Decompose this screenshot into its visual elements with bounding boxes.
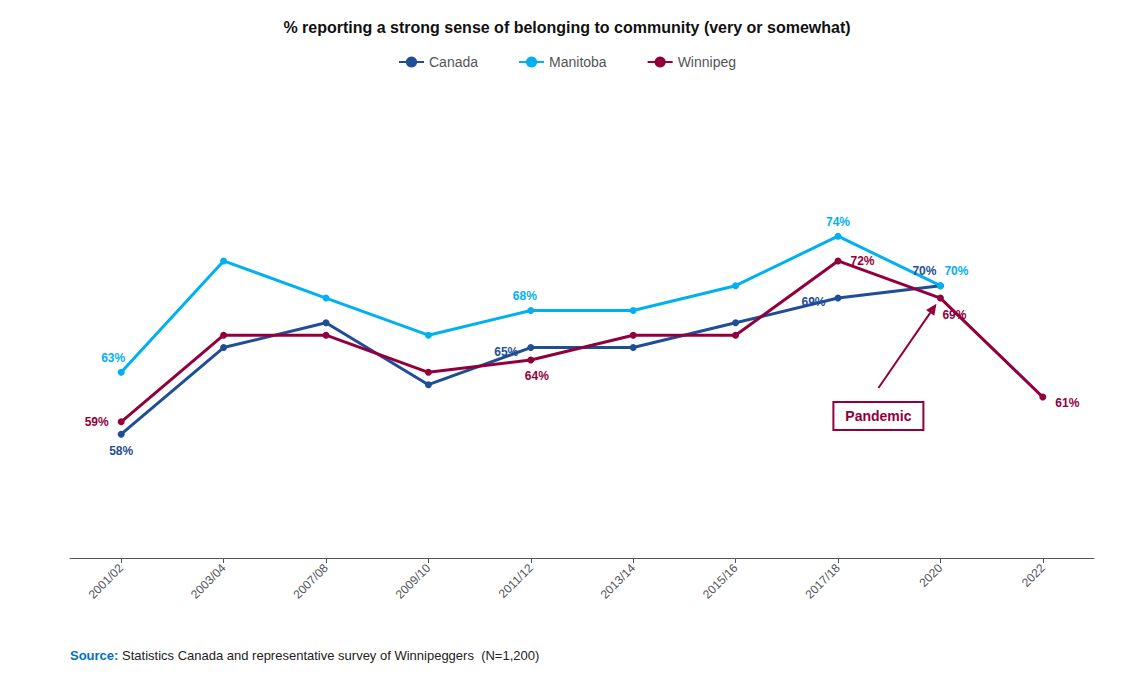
svg-text:59%: 59% <box>85 415 109 429</box>
svg-text:72%: 72% <box>851 254 875 268</box>
svg-text:Pandemic: Pandemic <box>845 408 911 424</box>
svg-text:2001/02: 2001/02 <box>86 561 127 602</box>
svg-text:% reporting a strong sense of: % reporting a strong sense of belonging … <box>283 19 850 36</box>
svg-text:2022: 2022 <box>1019 561 1048 590</box>
svg-text:70%: 70% <box>944 264 968 278</box>
svg-text:2013/14: 2013/14 <box>598 561 639 602</box>
svg-text:Canada: Canada <box>429 54 478 70</box>
svg-text:63%: 63% <box>101 351 125 365</box>
svg-text:64%: 64% <box>525 369 549 383</box>
svg-text:70%: 70% <box>912 264 936 278</box>
svg-text:2020: 2020 <box>917 561 946 590</box>
svg-text:58%: 58% <box>109 444 133 458</box>
svg-text:74%: 74% <box>826 215 850 229</box>
svg-text:2011/12: 2011/12 <box>496 561 536 601</box>
svg-text:Statistics Canada and represen: Statistics Canada and representative sur… <box>118 648 539 663</box>
svg-text:68%: 68% <box>513 289 537 303</box>
svg-text:2017/18: 2017/18 <box>802 561 843 602</box>
svg-text:2007/08: 2007/08 <box>290 561 331 602</box>
svg-text:2009/10: 2009/10 <box>393 561 434 602</box>
svg-text:2015/16: 2015/16 <box>700 561 741 602</box>
svg-text:69%: 69% <box>801 295 825 309</box>
svg-text:Source:: Source: <box>70 648 118 663</box>
svg-text:2003/04: 2003/04 <box>188 561 229 602</box>
svg-text:Manitoba: Manitoba <box>549 54 607 70</box>
svg-text:Winnipeg: Winnipeg <box>678 54 736 70</box>
svg-text:61%: 61% <box>1055 396 1079 410</box>
svg-text:69%: 69% <box>942 308 966 322</box>
svg-text:65%: 65% <box>494 345 518 359</box>
